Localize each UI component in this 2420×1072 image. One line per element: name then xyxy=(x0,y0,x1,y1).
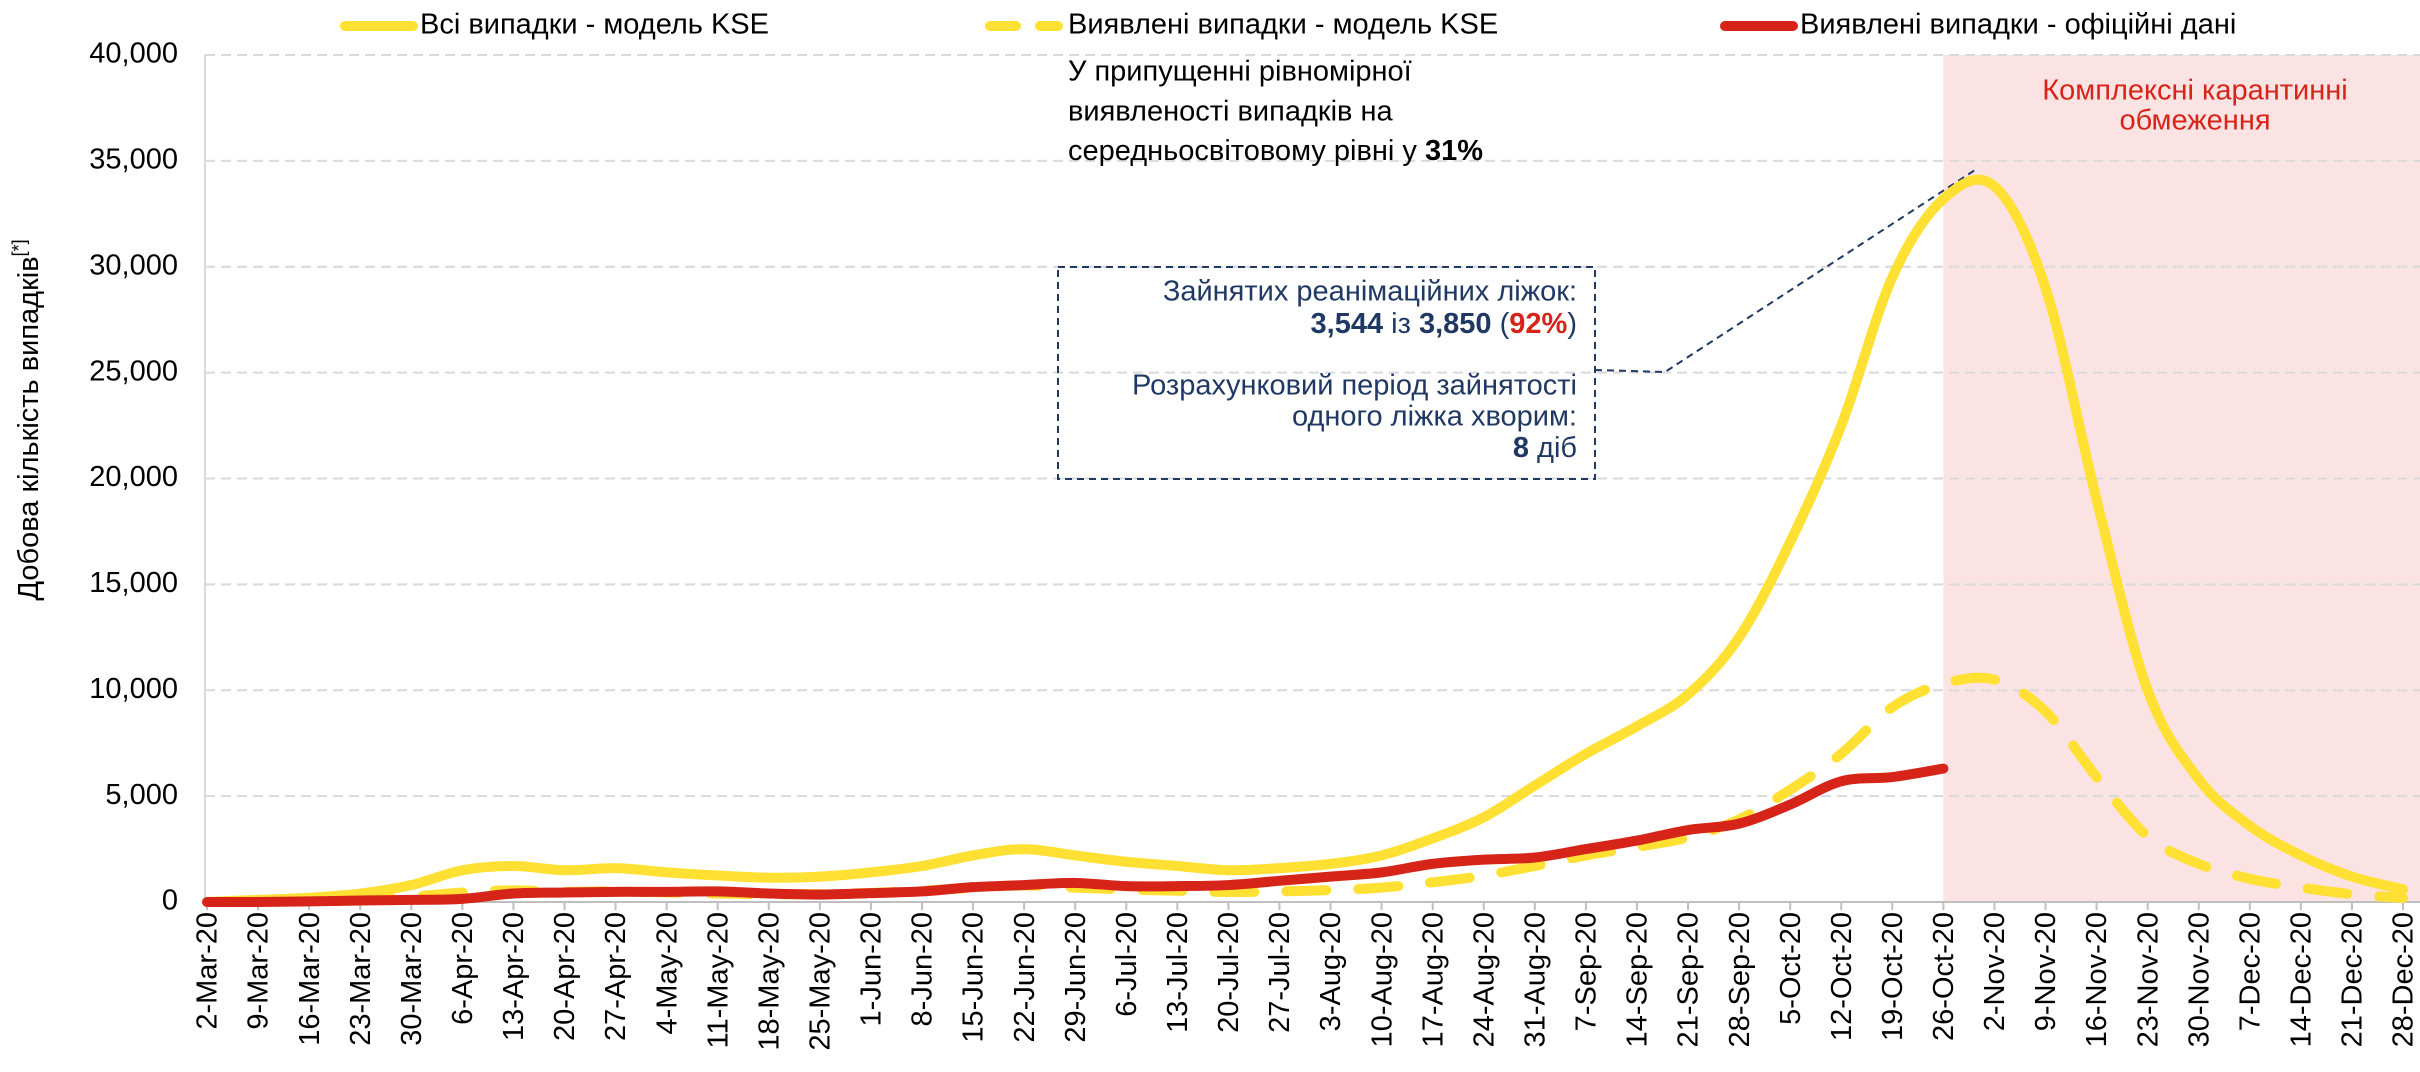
x-tick-label: 11-May-20 xyxy=(702,912,734,1048)
x-tick-label: 29-Jun-20 xyxy=(1060,912,1092,1043)
x-tick-label: 23-Mar-20 xyxy=(345,912,377,1046)
x-tick-label: 26-Oct-20 xyxy=(1928,912,1960,1041)
x-tick-label: 17-Aug-20 xyxy=(1417,912,1449,1047)
box-num: 3,544 xyxy=(1311,308,1384,340)
y-tick-label: 0 xyxy=(162,885,178,917)
x-tick-label: 30-Mar-20 xyxy=(396,912,428,1046)
x-tick-label: 9-Mar-20 xyxy=(243,912,275,1030)
box-text: ) xyxy=(1567,308,1577,340)
x-tick-label: 2-Mar-20 xyxy=(192,912,224,1030)
box-text: Зайнятих реанімаційних ліжок: xyxy=(1163,276,1577,308)
x-tick-label: 9-Nov-20 xyxy=(2030,912,2062,1031)
legend-label: Виявлені випадки - модель KSE xyxy=(1068,9,1498,41)
x-tick-label: 14-Sep-20 xyxy=(1622,912,1654,1047)
x-tick-label: 5-Oct-20 xyxy=(1775,912,1807,1025)
grid-layer xyxy=(204,54,2420,903)
x-tick-label: 6-Jul-20 xyxy=(1111,912,1143,1017)
x-tick-label: 12-Oct-20 xyxy=(1826,912,1858,1041)
box-text: 3,544 із 3,850 (92%) xyxy=(1311,308,1577,340)
shade-label: Комплексні карантинні xyxy=(2042,75,2347,107)
x-tick-label: 18-May-20 xyxy=(753,912,785,1051)
note-bold: 31% xyxy=(1425,135,1483,167)
box-text: Розрахунковий період зайнятості xyxy=(1132,370,1577,402)
note: виявленості випадків на xyxy=(1068,96,1393,128)
y-tick-label: 30,000 xyxy=(89,249,178,281)
x-tick-label: 10-Aug-20 xyxy=(1366,912,1398,1047)
info-box: Зайнятих реанімаційних ліжок: 3,544 із 3… xyxy=(1057,169,1976,480)
note: середньосвітовому рівні у xyxy=(1068,135,1425,167)
series-line xyxy=(202,174,2409,907)
box-num: 8 xyxy=(1513,432,1529,464)
x-tick-label: 13-Apr-20 xyxy=(498,912,530,1041)
box-frame xyxy=(1057,266,1596,480)
x-tick-label: 23-Nov-20 xyxy=(2132,912,2164,1047)
x-tick-label: 20-Jul-20 xyxy=(1213,912,1245,1033)
x-tick-label: 8-Jun-20 xyxy=(907,912,939,1026)
x-tick-label: 15-Jun-20 xyxy=(958,912,990,1043)
y-tick-label: 35,000 xyxy=(89,144,178,176)
note: середньосвітовому рівні у 31% xyxy=(1068,135,1483,167)
x-tick-label: 14-Dec-20 xyxy=(2286,912,2318,1047)
y-axis-label: Добова кількість випадків[*] xyxy=(9,239,45,600)
x-tick-label: 25-May-20 xyxy=(804,912,836,1051)
box-text: 8 діб xyxy=(1513,432,1577,464)
x-tick-label: 3-Aug-20 xyxy=(1315,912,1347,1031)
note: У припущенні рівномірної xyxy=(1068,56,1412,88)
x-tick-label: 31-Aug-20 xyxy=(1519,912,1551,1047)
legend-label: Всі випадки - модель KSE xyxy=(420,9,769,41)
x-tick-label: 24-Aug-20 xyxy=(1468,912,1500,1047)
x-tick-label: 30-Nov-20 xyxy=(2183,912,2215,1047)
shade-label: обмеження xyxy=(2119,105,2270,137)
x-tick-label: 22-Jun-20 xyxy=(1009,912,1041,1043)
x-tick-label: 2-Nov-20 xyxy=(1979,912,2011,1031)
x-tick-label: 7-Dec-20 xyxy=(2234,912,2266,1031)
x-tick-label: 1-Jun-20 xyxy=(856,912,888,1026)
y-axis-label: Добова кількість випадків xyxy=(13,256,45,600)
x-tick-label: 21-Sep-20 xyxy=(1673,912,1705,1047)
box-text: одного ліжка хворим: xyxy=(1292,401,1577,433)
x-tick-label: 21-Dec-20 xyxy=(2337,912,2369,1047)
box-text: із xyxy=(1383,308,1419,340)
x-tick-label: 19-Oct-20 xyxy=(1877,912,1909,1041)
x-tick-label: 28-Sep-20 xyxy=(1724,912,1756,1047)
box-text: діб xyxy=(1529,432,1577,464)
x-tick-label: 28-Dec-20 xyxy=(2388,912,2420,1047)
y-tick-label: 15,000 xyxy=(89,567,178,599)
y-tick-label: 20,000 xyxy=(89,461,178,493)
box-num: 3,850 xyxy=(1419,308,1492,340)
series-line xyxy=(202,763,1949,908)
y-tick-label: 25,000 xyxy=(89,355,178,387)
y-tick-label: 5,000 xyxy=(105,779,178,811)
x-tick-label: 4-May-20 xyxy=(651,912,683,1035)
box-pointer xyxy=(1594,169,1976,374)
x-tick-label: 27-Jul-20 xyxy=(1264,912,1296,1033)
x-tick-label: 7-Sep-20 xyxy=(1571,912,1603,1031)
x-tick-label: 13-Jul-20 xyxy=(1162,912,1194,1033)
x-tick-label: 20-Apr-20 xyxy=(549,912,581,1041)
x-tick-label: 16-Mar-20 xyxy=(294,912,326,1046)
legend-label: Виявлені випадки - офіційні дані xyxy=(1800,9,2236,41)
y-tick-label: 10,000 xyxy=(89,673,178,705)
y-tick-label: 40,000 xyxy=(89,38,178,70)
y-axis-label-sup: [*] xyxy=(9,239,29,256)
x-tick-label: 6-Apr-20 xyxy=(447,912,479,1025)
x-tick-label: 16-Nov-20 xyxy=(2081,912,2113,1047)
box-text: ( xyxy=(1492,308,1510,340)
box-pct: 92% xyxy=(1509,308,1567,340)
x-tick-label: 27-Apr-20 xyxy=(600,912,632,1041)
